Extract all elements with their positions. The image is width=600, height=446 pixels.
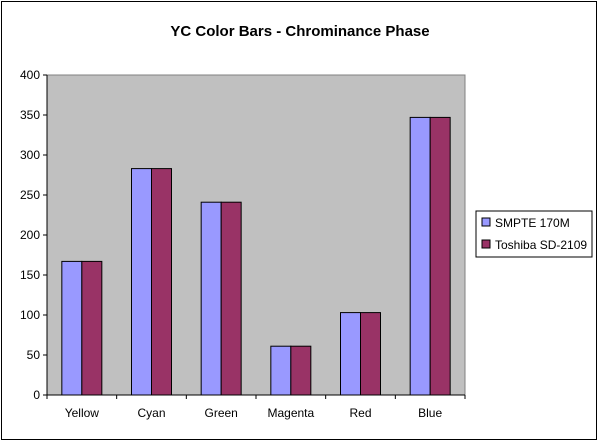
chart-title: YC Color Bars - Chrominance Phase: [170, 23, 429, 40]
bar-toshiba-sd-2109-red: [360, 312, 381, 396]
chart-frame: YC Color Bars - Chrominance Phase 0 50 100…: [1, 1, 597, 440]
bar-toshiba-sd-2109-blue: [429, 116, 451, 396]
bar-toshiba-sd-2109-magenta: [290, 345, 312, 396]
axes-group: 0 50 100 150 200 250 300 350 400 Yellow Cyan Green M…: [20, 68, 466, 420]
y-tick-label: 50: [27, 348, 41, 362]
bar-smpte-170m-magenta: [270, 345, 292, 396]
bar-smpte-170m-blue: [409, 116, 431, 396]
bar-smpte-170m-yellow: [61, 260, 83, 396]
bar-toshiba-sd-2109-cyan: [151, 168, 172, 396]
x-tick-label: Cyan: [137, 406, 165, 420]
chart-svg: YC Color Bars - Chrominance Phase 0 50 100…: [20, 23, 593, 420]
bar-smpte-170m-green: [200, 201, 222, 396]
y-tick-label: 250: [20, 188, 40, 202]
bar-smpte-170m-red: [340, 312, 361, 396]
y-tick-label: 100: [20, 308, 40, 322]
y-tick-label: 350: [20, 108, 40, 122]
y-tick-label: 200: [20, 228, 40, 242]
bar-smpte-170m-cyan: [131, 168, 152, 396]
x-tick-label: Blue: [418, 406, 442, 420]
bar-toshiba-sd-2109-yellow: [81, 260, 103, 396]
x-tick-label: Magenta: [267, 406, 314, 420]
legend-label-toshiba: Toshiba SD-2109: [495, 238, 587, 252]
x-tick-label: Red: [349, 406, 371, 420]
legend-box: [475, 210, 593, 258]
legend-swatch-smpte: [481, 217, 491, 227]
legend-swatch-toshiba: [481, 239, 491, 249]
bars-group: [61, 116, 451, 396]
y-tick-label: 0: [33, 388, 40, 402]
x-tick-label: Yellow: [65, 406, 100, 420]
x-tick-label: Green: [204, 406, 237, 420]
y-tick-label: 400: [20, 68, 40, 82]
y-tick-label: 150: [20, 268, 40, 282]
plot-area: [46, 74, 466, 396]
legend: SMPTE 170M Toshiba SD-2109: [475, 210, 593, 258]
bar-toshiba-sd-2109-green: [220, 201, 242, 396]
legend-label-smpte: SMPTE 170M: [495, 216, 570, 230]
y-tick-label: 300: [20, 148, 40, 162]
